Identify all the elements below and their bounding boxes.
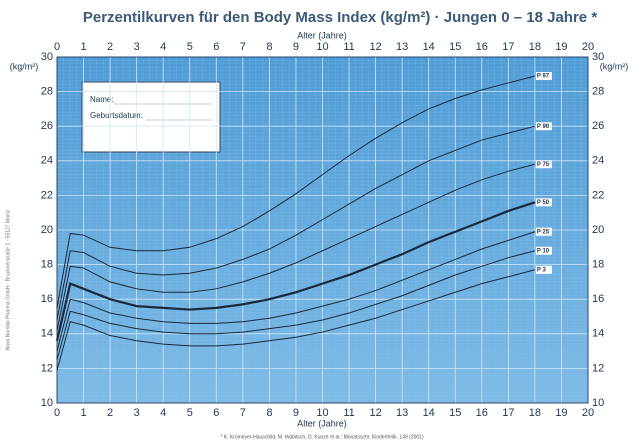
x-tick-label-top: 14	[423, 41, 435, 53]
x-tick-label: 0	[54, 407, 60, 419]
x-tick-label: 2	[107, 407, 113, 419]
y-tick-label-right: 16	[592, 293, 604, 305]
series-label-bg	[535, 265, 552, 274]
x-tick-label: 19	[555, 407, 567, 419]
x-tick-label: 7	[240, 407, 246, 419]
y-tick-label: 18	[41, 259, 53, 271]
x-tick-label: 16	[476, 407, 488, 419]
x-tick-label-top: 4	[160, 41, 166, 53]
y-tick-label: 10	[41, 397, 53, 409]
x-tick-label: 13	[396, 407, 408, 419]
x-tick-label-top: 18	[529, 41, 541, 53]
x-tick-label-top: 20	[582, 41, 594, 53]
series-label: P 90	[537, 124, 550, 130]
x-tick-label: 6	[213, 407, 219, 419]
series-label: P 3	[537, 267, 547, 273]
percentile-line	[56, 231, 536, 352]
x-tick-label: 4	[160, 407, 166, 419]
x-axis-label: Alter (Jahre)	[297, 418, 347, 428]
y-tick-label: 20	[41, 224, 53, 236]
side-note: Novo Nordisk Pharma GmbH · Brucknerstraß…	[5, 209, 11, 350]
y-tick-label-right: 10	[592, 397, 604, 409]
x-tick-label: 9	[293, 407, 299, 419]
x-tick-label: 10	[316, 407, 328, 419]
x-tick-label-top: 3	[134, 41, 140, 53]
x-tick-label-top: 16	[476, 41, 488, 53]
series-label-bg	[535, 246, 552, 255]
x-tick-label-top: 9	[293, 41, 299, 53]
x-tick-label-top: 0	[54, 41, 60, 53]
percentile-line	[55, 201, 536, 341]
series-label-bg	[535, 122, 552, 131]
y-tick-label: 14	[41, 328, 53, 340]
y-tick-label: 12	[41, 362, 53, 374]
y-tick-label: 26	[41, 120, 53, 132]
series-label: P 25	[537, 229, 550, 235]
y-tick-label: 24	[41, 155, 53, 167]
y-tick-label: 28	[41, 86, 53, 98]
x-tick-label: 18	[529, 407, 541, 419]
y-tick-label-right: 22	[592, 189, 604, 201]
y-tick-label-right: 26	[592, 120, 604, 132]
series-label-bg	[535, 160, 552, 169]
x-tick-label-top: 19	[555, 41, 567, 53]
x-tick-label: 15	[449, 407, 461, 419]
y-tick-label-right: 20	[592, 224, 604, 236]
percentile-line	[56, 163, 536, 331]
x-tick-label-top: 5	[187, 41, 193, 53]
y-tick-label-right: 28	[592, 86, 604, 98]
y-tick-label: 16	[41, 293, 53, 305]
y-axis-label: (kg/m²)	[10, 61, 39, 71]
y-tick-label-right: 18	[592, 259, 604, 271]
y-tick-label: 22	[41, 189, 53, 201]
series-label: P 75	[537, 162, 550, 168]
x-axis-label-top: Alter (Jahre)	[297, 30, 347, 40]
y-tick-label-right: 30	[592, 51, 604, 63]
series-label-bg	[535, 227, 552, 236]
y-tick-label-right: 12	[592, 362, 604, 374]
plot-frame	[56, 56, 589, 404]
series-label: P 10	[537, 248, 550, 254]
form-name: Name:	[90, 95, 114, 104]
x-tick-label-top: 11	[343, 41, 354, 53]
x-tick-label-top: 15	[449, 41, 461, 53]
x-tick-label: 17	[502, 407, 514, 419]
x-tick-label-top: 1	[80, 41, 86, 53]
percentile-line	[56, 269, 536, 371]
x-tick-label-top: 6	[213, 41, 219, 53]
x-tick-label: 20	[582, 407, 594, 419]
x-tick-label-top: 17	[502, 41, 514, 53]
x-tick-label: 8	[266, 407, 272, 419]
x-tick-label-top: 12	[369, 41, 381, 53]
percentile-line	[56, 125, 536, 321]
footnote: * K. Kromeyer-Hauschild, M. Wabitsch, D.…	[220, 434, 424, 440]
x-tick-label-top: 7	[240, 41, 246, 53]
series-label: P 97	[537, 74, 550, 80]
y-tick-label-right: 24	[592, 155, 604, 167]
series-label-bg	[535, 72, 552, 81]
x-tick-label: 12	[369, 407, 381, 419]
x-tick-label: 1	[80, 407, 86, 419]
y-axis-label-right: (kg/m²)	[600, 61, 629, 71]
y-tick-label: 30	[41, 51, 53, 63]
x-tick-label: 11	[343, 407, 354, 419]
x-tick-label-top: 13	[396, 41, 408, 53]
chart-title: Perzentilkurven für den Body Mass Index …	[83, 9, 597, 26]
x-tick-label: 5	[187, 407, 193, 419]
form-box	[81, 81, 221, 153]
x-tick-label-top: 2	[107, 41, 113, 53]
x-tick-label: 3	[134, 407, 140, 419]
form-birth: Geburtsdatum:	[90, 111, 143, 120]
y-tick-label-right: 14	[592, 328, 604, 340]
percentile-line	[56, 75, 536, 308]
x-tick-label-top: 10	[316, 41, 328, 53]
series-label: P 50	[537, 200, 550, 206]
series-label-bg	[535, 198, 552, 207]
percentile-line	[56, 250, 536, 360]
x-tick-label-top: 8	[266, 41, 272, 53]
x-tick-label: 14	[423, 407, 435, 419]
